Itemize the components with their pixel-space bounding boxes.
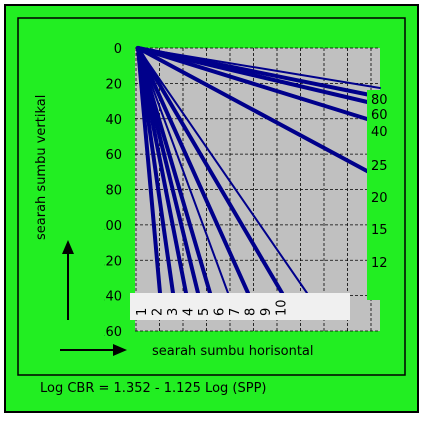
arrow-head xyxy=(62,240,74,254)
curve-label: 60 xyxy=(371,108,388,123)
x-label: 1 xyxy=(135,308,150,316)
x-label: 8 xyxy=(244,308,259,316)
y-tick-label: 80 xyxy=(105,184,122,199)
y-tick-label: 60 xyxy=(105,148,122,163)
curve-label: 15 xyxy=(371,223,388,238)
vertical-label: searah sumbu vertikal xyxy=(34,95,49,240)
y-tick-label: 0 xyxy=(114,42,122,57)
curve-label: 12 xyxy=(371,256,388,271)
x-label: 7 xyxy=(228,308,243,316)
label-box xyxy=(367,90,393,300)
curve-label: 25 xyxy=(371,159,388,174)
y-tick-label: 20 xyxy=(105,77,122,92)
x-label: 3 xyxy=(166,308,181,316)
tick-labels: 0 20 40 60 80 100 120 140 160 xyxy=(97,42,122,340)
x-label: 9 xyxy=(259,308,274,316)
y-tick-label: 40 xyxy=(105,113,122,128)
curve-label: 40 xyxy=(371,125,388,140)
frame xyxy=(17,17,406,376)
y-tick-label: 100 xyxy=(97,219,122,234)
curve-label: 80 xyxy=(371,93,388,108)
x-label: 6 xyxy=(213,308,228,316)
x-label: 2 xyxy=(151,308,166,316)
x-label: 5 xyxy=(197,308,212,316)
arrow-head xyxy=(113,344,127,356)
x-label: 10 xyxy=(275,299,290,316)
x-label: 4 xyxy=(182,308,197,316)
y-tick-label: 120 xyxy=(97,254,122,269)
curve-label: 20 xyxy=(371,191,388,206)
label-box xyxy=(130,293,350,320)
horizontal-label: searah sumbu horisontal xyxy=(152,344,314,359)
formula: Log CBR = 1.352 - 1.125 Log (SPP) xyxy=(40,381,266,396)
lines xyxy=(136,46,382,295)
y-tick-label: 140 xyxy=(97,290,122,305)
y-tick-label: 160 xyxy=(97,325,122,340)
